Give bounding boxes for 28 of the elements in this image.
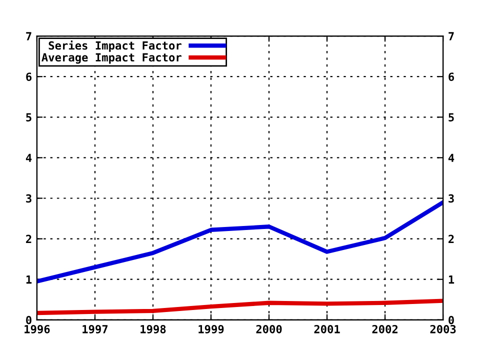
x-tick-label: 2002 (372, 324, 398, 334)
x-tick-label: 2001 (314, 324, 340, 334)
x-tick-label: 1996 (24, 324, 50, 334)
y2-tick-label: 5 (448, 113, 454, 122)
y2-tick-label: 0 (448, 316, 454, 324)
legend-label: Series Impact Factor (48, 40, 182, 52)
y2-tick-label: 1 (448, 275, 454, 284)
line-series (36, 298, 444, 316)
y-tick-label: 5 (26, 113, 32, 122)
x-tick-label: 1999 (198, 325, 224, 334)
y2-tick-label: 6 (448, 72, 454, 81)
x-tick-label: 1998 (140, 324, 166, 334)
y-tick-label: 4 (26, 154, 32, 162)
y-tick-label: 1 (26, 275, 32, 284)
x-tick-label: 2003 (430, 324, 456, 334)
x-tick-label: 1997 (82, 325, 108, 334)
y-tick-label: 6 (26, 72, 32, 81)
y2-tick-label: 4 (448, 154, 454, 162)
y2-tick-label: 3 (448, 194, 454, 203)
y2-tick-label: 7 (448, 32, 454, 40)
y-tick-label: 7 (26, 32, 32, 40)
y-tick-label: 2 (26, 234, 32, 244)
y-tick-label: 0 (26, 316, 32, 324)
legend-label: Average Impact Factor (42, 53, 182, 64)
x-tick-label: 2000 (256, 324, 282, 334)
line-series (36, 200, 444, 284)
y2-tick-label: 2 (448, 234, 454, 244)
y-tick-label: 3 (26, 194, 32, 203)
